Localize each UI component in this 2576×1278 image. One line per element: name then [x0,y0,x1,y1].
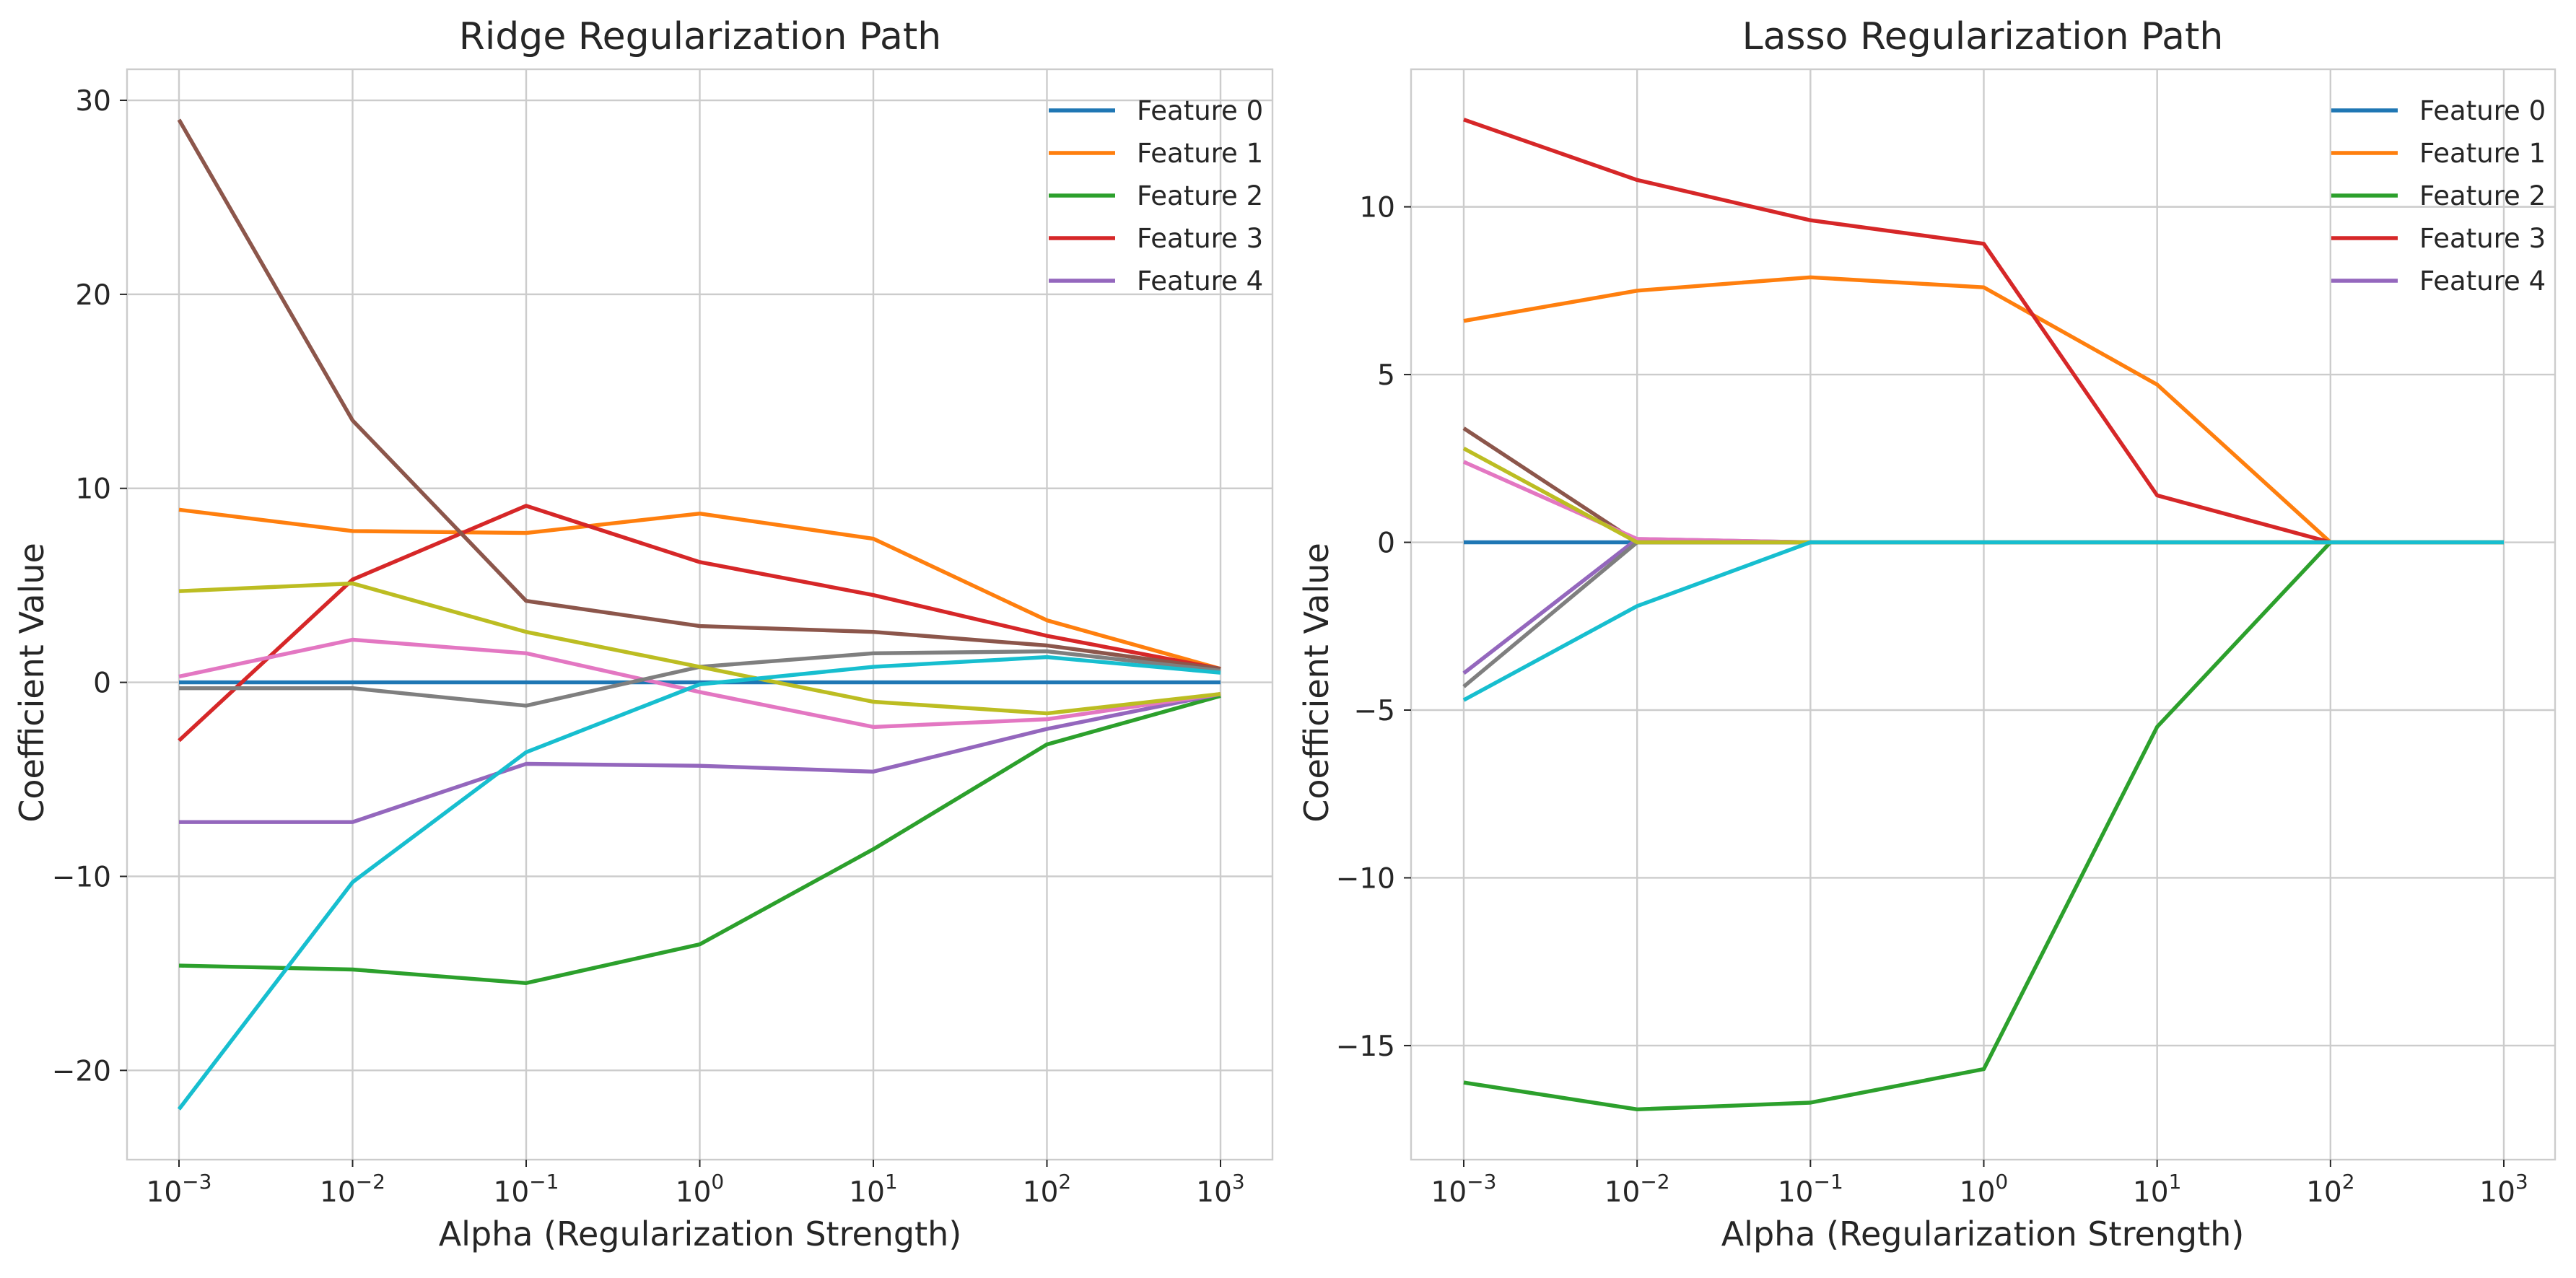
ridge-series-6-line [178,637,1221,730]
ridge-series-lines [177,118,1221,1111]
lasso-y-tick-label: 5 [1377,359,1395,392]
lasso-y-tick-label: 10 [1359,192,1395,224]
ridge-y-axis-label: Coefficient Value [12,543,51,823]
ridge-legend-label-0: Feature 0 [1137,95,1263,126]
lasso-panel: Lasso Regularization Path Alpha (Regular… [1297,15,2557,1253]
ridge-x-tick-label: 101 [849,1170,897,1209]
ridge-gridlines [126,68,1274,1161]
ridge-legend: Feature 0 Feature 1 Feature 2 Feature 3 Feat… [1049,95,1263,297]
ridge-y-tick-label: 10 [75,473,111,506]
lasso-y-tick-label: −15 [1336,1030,1395,1063]
ridge-y-tick-label: 0 [93,668,111,700]
ridge-x-tick-label: 10−2 [320,1170,385,1209]
ridge-series-8-line [178,581,1221,716]
lasso-gridlines [1410,68,2557,1161]
lasso-legend-label-4: Feature 4 [2419,266,2546,297]
ridge-y-tick-label: 30 [75,85,111,118]
ridge-y-tick-label: −10 [52,861,111,893]
ridge-series-3-line [178,504,1221,743]
ridge-series-9-line [177,655,1221,1111]
ridge-title: Ridge Regularization Path [459,15,942,58]
ridge-x-tick-label: 100 [676,1170,724,1209]
lasso-x-tick-label: 10−2 [1604,1170,1670,1209]
lasso-x-tick-label: 10−3 [1431,1170,1497,1209]
lasso-x-tick-label: 102 [2306,1170,2354,1209]
ridge-series-1-line [178,507,1221,671]
lasso-legend-label-1: Feature 1 [2419,138,2546,169]
ridge-x-tick-label: 103 [1196,1170,1244,1209]
ridge-series-5-line [177,118,1221,671]
lasso-tick-labels: −15 −10 −5 0 5 10 10−3 10−2 10−1 100 101 102 103 [1336,192,2528,1209]
lasso-series-9-line [1462,540,2504,702]
ridge-legend-label-2: Feature 2 [1137,180,1263,211]
lasso-title: Lasso Regularization Path [1742,15,2224,58]
lasso-legend-label-0: Feature 0 [2419,95,2546,126]
lasso-y-tick-label: 0 [1377,528,1395,560]
lasso-x-tick-label: 103 [2479,1170,2528,1209]
ridge-panel: Ridge Regularization Path Alpha (Regular… [12,15,1274,1253]
lasso-x-axis-label: Alpha (Regularization Strength) [1721,1214,2245,1253]
ridge-x-tick-label: 102 [1023,1170,1071,1209]
ridge-tick-labels: −20 −10 0 10 20 30 10−3 10−2 10−1 100 101 102 103 [52,85,1245,1209]
ridge-x-tick-label: 10−1 [494,1170,559,1209]
ridge-legend-label-1: Feature 1 [1137,138,1263,169]
lasso-legend-label-2: Feature 2 [2419,180,2546,211]
ridge-series-4-line [179,692,1221,824]
lasso-series-lines [1462,118,2504,1112]
lasso-y-tick-label: −10 [1336,862,1395,895]
ridge-x-tick-label: 10−3 [147,1170,212,1209]
ridge-y-tick-label: −20 [52,1055,111,1087]
lasso-y-axis-label: Coefficient Value [1297,543,1336,823]
ridge-legend-label-4: Feature 4 [1137,266,1263,297]
lasso-x-tick-label: 101 [2133,1170,2181,1209]
lasso-x-tick-label: 10−1 [1778,1170,1843,1209]
lasso-legend: Feature 0 Feature 1 Feature 2 Feature 3 Feat… [2331,95,2546,297]
ridge-x-axis-label: Alpha (Regularization Strength) [439,1214,962,1253]
lasso-legend-label-3: Feature 3 [2419,223,2546,254]
ridge-series-2-line [178,693,1221,986]
ridge-legend-label-3: Feature 3 [1137,223,1263,254]
lasso-x-tick-label: 100 [1960,1170,2008,1209]
lasso-y-tick-label: −5 [1354,695,1396,727]
ridge-y-tick-label: 20 [75,279,111,312]
